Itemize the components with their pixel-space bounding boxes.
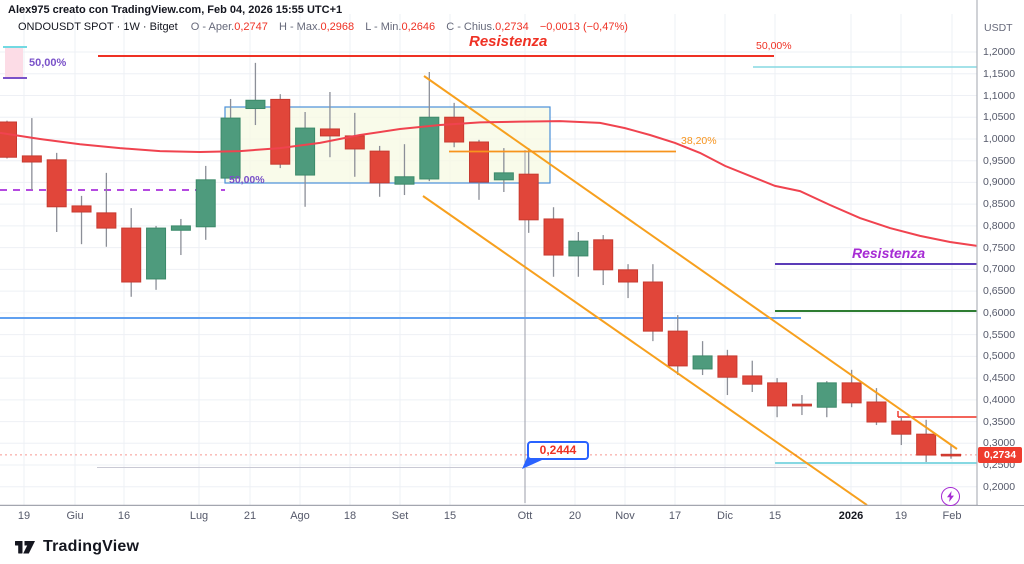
low-label: L - Min. <box>365 21 402 33</box>
time-tick-label: 18 <box>343 510 357 522</box>
tradingview-logo[interactable]: TradingView <box>14 537 139 557</box>
price-tick-label: 0,2000 <box>983 480 1016 493</box>
time-tick-label: Lug <box>189 510 209 522</box>
price-tick-label: 0,9000 <box>983 176 1016 189</box>
price-axis[interactable]: 1,2000 1,1500 1,1000 1,0500 1,0000 0,9500 0,90… <box>978 0 1024 505</box>
high-value: 0,2968 <box>320 21 355 33</box>
time-tick-label: 19 <box>894 510 908 522</box>
price-tick-label: 1,0500 <box>983 111 1016 124</box>
time-tick-label: 21 <box>243 510 257 522</box>
fib-50-label-top-left: 50,00% <box>29 57 67 69</box>
resistance-label-right[interactable]: Resistenza <box>852 245 926 261</box>
time-tick-label: 2026 <box>838 510 864 522</box>
price-tick-label: 0,7000 <box>983 263 1016 276</box>
lightning-icon[interactable] <box>941 487 960 506</box>
time-tick-label: 17 <box>668 510 682 522</box>
price-axis-currency: USDT <box>984 22 1013 34</box>
fib-50-label-right: 50,00% <box>756 40 792 52</box>
chart-canvas[interactable] <box>0 0 1024 523</box>
high-label: H - Max. <box>278 21 321 33</box>
time-tick-label: 16 <box>117 510 131 522</box>
symbol-title[interactable]: ONDOUSDT SPOT · 1W · Bitget <box>18 21 178 33</box>
price-tick-label: 1,2000 <box>983 46 1016 58</box>
time-tick-label: Giu <box>66 510 84 522</box>
price-tick-label: 0,3500 <box>983 415 1016 428</box>
price-tick-label: 0,3000 <box>983 437 1016 450</box>
price-tick-label: 0,4000 <box>983 393 1016 406</box>
time-tick-label: Nov <box>615 510 635 522</box>
open-value: 0,2747 <box>234 21 268 33</box>
price-tick-label: 1,1500 <box>983 67 1016 80</box>
close-value: 0,2734 <box>495 21 529 33</box>
time-tick-label: Feb <box>942 510 962 522</box>
tradingview-logo-mark <box>15 541 35 554</box>
price-tick-label: 0,8500 <box>983 198 1016 211</box>
time-tick-label: 19 <box>17 510 31 522</box>
time-axis[interactable]: 19 Giu 16 Lug 21 Ago 18 Set 15 Ott 20 Nov 17 Dic 15 202… <box>0 506 1024 528</box>
price-tick-label: 0,9500 <box>983 154 1016 167</box>
price-tick-label: 1,1000 <box>983 89 1016 102</box>
time-tick-label: Ott <box>517 510 533 522</box>
price-tick-label: 0,4500 <box>983 372 1016 385</box>
fib-50-label-box: 50,00% <box>229 174 265 186</box>
price-callout[interactable]: 0,2444 <box>527 441 589 460</box>
change-value: −0,0013 (−0,47%) <box>539 21 628 33</box>
price-tick-label: 0,6500 <box>983 285 1016 298</box>
last-price-tag: 0,2734 <box>978 446 1022 463</box>
price-tick-label: 0,8000 <box>983 219 1016 232</box>
price-tick-label: 0,5500 <box>983 328 1016 341</box>
price-tick-label: 1,0000 <box>983 133 1016 145</box>
time-tick-label: 15 <box>768 510 782 522</box>
time-tick-label: 15 <box>443 510 457 522</box>
resistance-label-top[interactable]: Resistenza <box>469 33 548 50</box>
price-tick-label: 0,6000 <box>983 306 1016 319</box>
fib-382-label: 38,20% <box>681 135 717 147</box>
chart-byline: Alex975 creato con TradingView.com, Feb … <box>8 4 343 16</box>
time-tick-label: Set <box>391 510 409 522</box>
time-tick-label: Dic <box>717 510 733 522</box>
symbol-legend[interactable]: ONDOUSDT SPOT · 1W · Bitget O - Aper.0,2… <box>18 21 628 33</box>
low-value: 0,2646 <box>401 21 436 33</box>
price-tick-label: 0,7500 <box>983 241 1016 254</box>
tradingview-logo-text: TradingView <box>43 538 140 555</box>
close-label: C - Chius. <box>446 21 496 33</box>
time-tick-label: 20 <box>568 510 582 522</box>
time-tick-label: Ago <box>290 510 310 522</box>
open-label: O - Aper. <box>190 21 235 33</box>
price-tick-label: 0,5000 <box>983 350 1016 363</box>
